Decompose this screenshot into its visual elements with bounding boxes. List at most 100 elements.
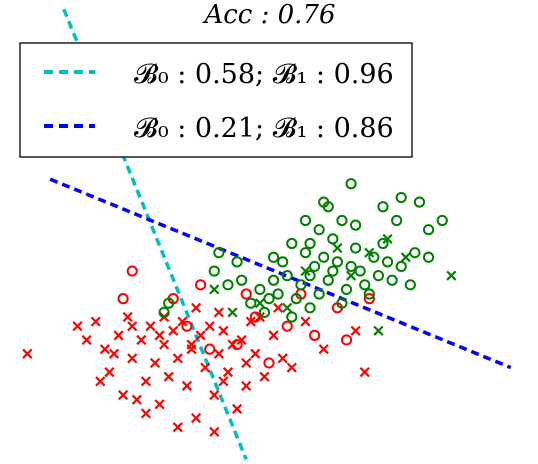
point-class-0-x bbox=[95, 376, 106, 387]
point-class-1-circle bbox=[359, 279, 371, 291]
point-class-0-circle bbox=[308, 329, 321, 341]
point-class-1-circle bbox=[295, 279, 307, 291]
point-class-1-x bbox=[345, 270, 357, 281]
point-class-1-circle bbox=[254, 283, 266, 296]
point-class-0-x bbox=[359, 367, 370, 378]
point-class-1-circle bbox=[368, 251, 380, 263]
point-class-1-circle bbox=[377, 201, 389, 213]
point-class-0-x bbox=[140, 376, 151, 387]
point-class-1-circle bbox=[372, 270, 385, 282]
legend-box bbox=[19, 42, 413, 158]
point-class-0-x bbox=[172, 353, 183, 364]
point-class-0-circle bbox=[195, 279, 207, 291]
point-class-1-circle bbox=[299, 247, 312, 259]
point-class-1-circle bbox=[258, 306, 271, 318]
point-class-1-circle bbox=[267, 274, 280, 286]
point-class-0-x bbox=[259, 371, 270, 382]
point-class-1-circle bbox=[236, 274, 248, 286]
point-class-1-circle bbox=[377, 237, 389, 250]
point-class-0-x bbox=[245, 316, 256, 327]
point-class-0-x bbox=[209, 426, 220, 437]
point-class-0-x bbox=[190, 412, 202, 424]
point-class-0-x bbox=[136, 334, 147, 346]
point-class-1-circle bbox=[395, 260, 407, 273]
point-class-1-x bbox=[382, 233, 393, 244]
legend: 𝓑₀ : 0.58; 𝓑₁ : 0.96 𝓑₀ : 0.21; 𝓑₁ : 0.8… bbox=[19, 42, 413, 158]
point-class-0-x bbox=[273, 302, 284, 313]
point-class-0-x bbox=[122, 311, 133, 323]
point-class-0-circle bbox=[340, 334, 353, 346]
point-class-1-circle bbox=[340, 283, 353, 296]
point-class-1-x bbox=[364, 247, 375, 258]
point-class-0-x bbox=[154, 399, 165, 410]
point-class-0-x bbox=[81, 334, 92, 346]
point-class-1-circle bbox=[304, 302, 316, 314]
point-class-0-x bbox=[104, 367, 115, 378]
point-class-0-x bbox=[277, 353, 288, 364]
point-class-1-circle bbox=[350, 242, 362, 254]
point-class-1-circle bbox=[245, 297, 257, 309]
point-class-0-x bbox=[268, 330, 279, 341]
point-class-1-x bbox=[332, 243, 343, 254]
point-class-0-x bbox=[108, 348, 120, 359]
point-class-1-x bbox=[446, 270, 457, 281]
point-class-0-x bbox=[204, 321, 215, 332]
point-class-1-circle bbox=[286, 311, 298, 323]
point-class-1-circle bbox=[409, 247, 421, 259]
point-class-0-x bbox=[172, 422, 183, 433]
point-class-0-x bbox=[350, 325, 361, 336]
point-class-0-x bbox=[22, 348, 33, 359]
point-class-0-x bbox=[222, 367, 234, 378]
point-class-1-circle bbox=[345, 260, 357, 273]
legend-label-blue: 𝓑₀ : 0.21; 𝓑₁ : 0.86 bbox=[134, 113, 394, 144]
decision-boundary-2 bbox=[49, 177, 512, 370]
point-class-0-x bbox=[286, 362, 297, 373]
point-class-1-circle bbox=[290, 293, 302, 305]
point-class-0-x bbox=[149, 357, 161, 369]
point-class-1-circle bbox=[350, 219, 362, 231]
point-class-0-x bbox=[113, 330, 124, 341]
point-class-1-circle bbox=[281, 270, 293, 282]
point-class-0-circle bbox=[204, 343, 216, 355]
point-class-1-circle bbox=[318, 251, 330, 263]
point-class-0-x bbox=[218, 325, 229, 336]
point-class-1-circle bbox=[386, 274, 398, 286]
point-class-0-x bbox=[131, 394, 142, 405]
point-class-1-x bbox=[254, 298, 265, 309]
point-class-0-x bbox=[241, 357, 252, 369]
point-class-1-circle bbox=[304, 237, 316, 250]
point-class-1-circle bbox=[422, 251, 435, 263]
point-class-1-circle bbox=[327, 265, 339, 277]
point-class-0-x bbox=[236, 334, 247, 346]
point-class-1-circle bbox=[395, 191, 407, 204]
point-class-1-circle bbox=[363, 288, 375, 300]
point-class-0-x bbox=[72, 321, 83, 332]
point-class-0-x bbox=[250, 348, 261, 359]
point-class-0-x bbox=[300, 316, 311, 327]
point-class-0-circle bbox=[263, 357, 275, 369]
point-class-1-circle bbox=[318, 196, 330, 208]
point-class-0-x bbox=[140, 408, 151, 419]
point-class-0-x bbox=[181, 380, 193, 391]
point-class-1-circle bbox=[158, 306, 170, 318]
point-class-1-circle bbox=[277, 256, 289, 268]
point-class-0-x bbox=[159, 339, 170, 350]
point-class-1-circle bbox=[263, 293, 275, 305]
point-class-1-x bbox=[227, 307, 238, 318]
point-class-1-circle bbox=[222, 279, 234, 291]
point-class-0-circle bbox=[249, 311, 261, 323]
point-class-0-x bbox=[145, 321, 156, 332]
point-class-0-x bbox=[213, 348, 224, 359]
point-class-0-x bbox=[177, 316, 188, 327]
point-class-1-circle bbox=[354, 265, 366, 277]
point-class-1-circle bbox=[163, 297, 175, 309]
point-class-0-circle bbox=[126, 265, 138, 277]
point-class-0-x bbox=[213, 307, 224, 318]
point-class-1-circle bbox=[422, 224, 435, 236]
point-class-1-circle bbox=[404, 279, 416, 291]
point-class-0-x bbox=[232, 403, 243, 414]
point-class-0-circle bbox=[117, 293, 129, 305]
point-class-0-x bbox=[90, 316, 101, 327]
point-class-0-x bbox=[168, 325, 179, 336]
